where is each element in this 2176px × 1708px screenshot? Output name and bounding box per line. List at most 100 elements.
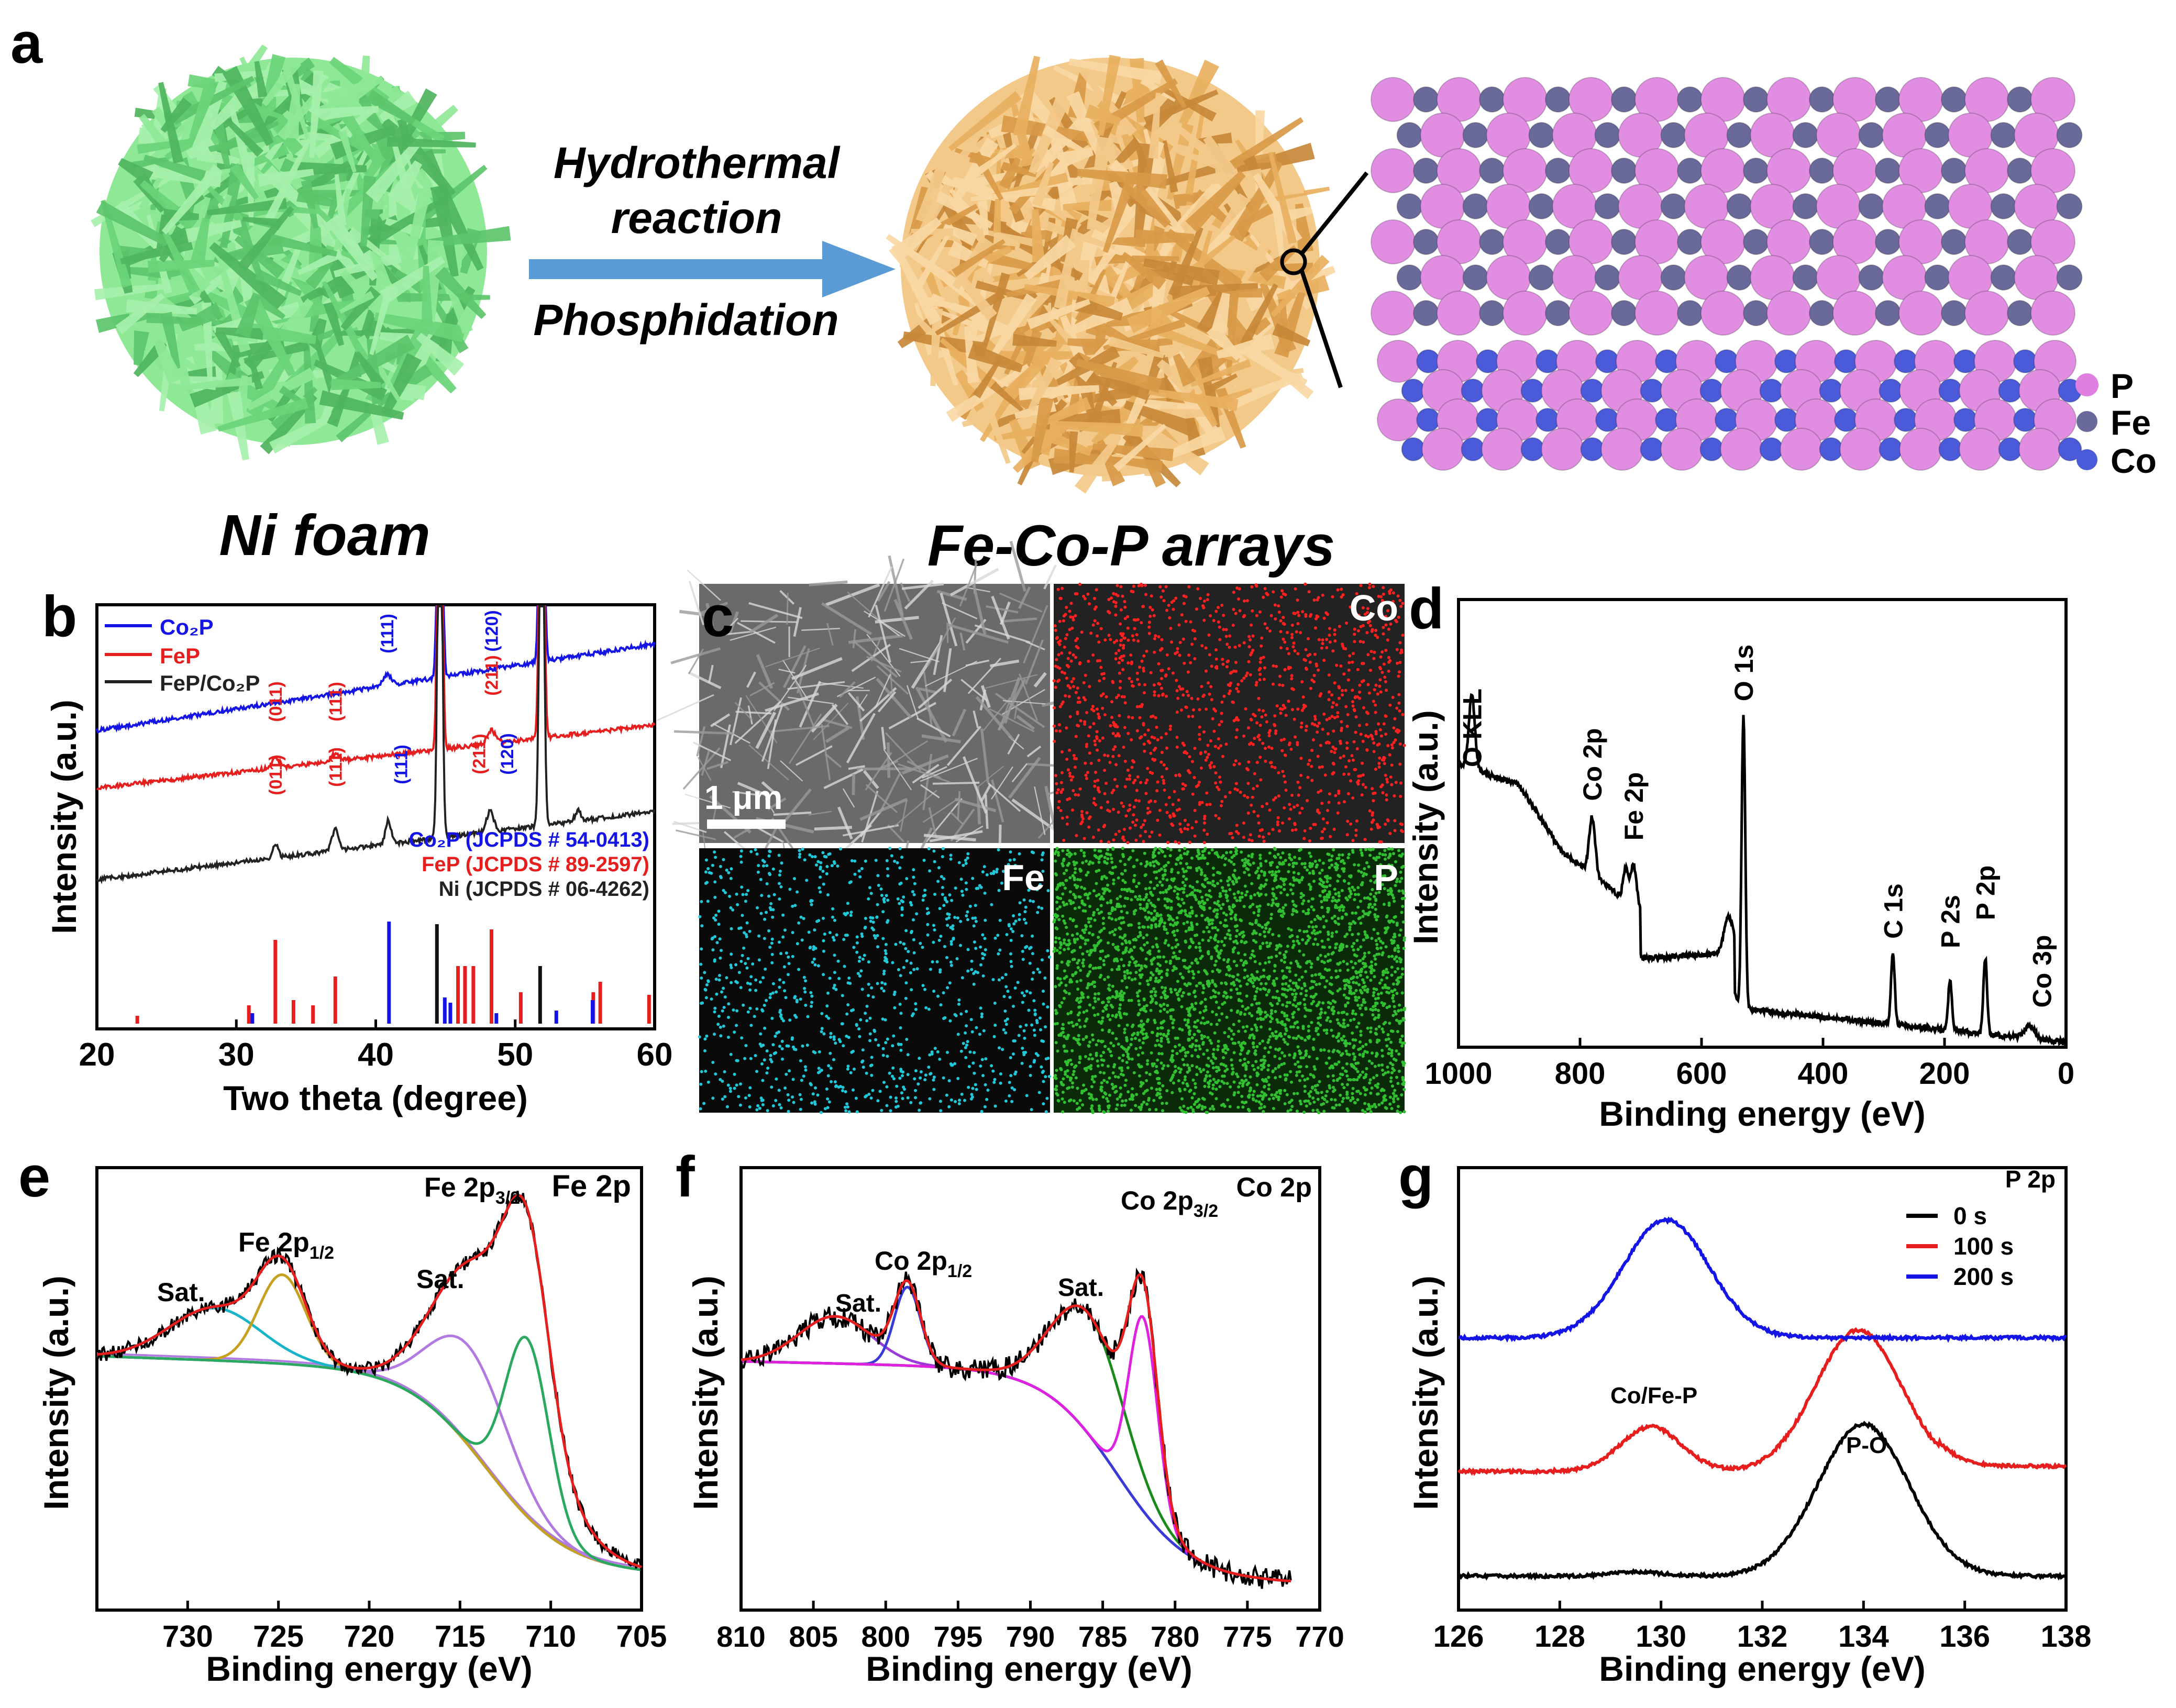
eds-dot — [1115, 1103, 1119, 1107]
eds-dot — [722, 1024, 725, 1028]
eds-dot — [819, 867, 822, 871]
eds-dot — [1238, 762, 1241, 766]
eds-dot — [759, 1096, 763, 1100]
eds-dot — [1283, 1062, 1286, 1066]
eds-dot — [1140, 621, 1143, 625]
eds-dot — [1271, 1032, 1274, 1035]
eds-dot — [1380, 671, 1384, 674]
eds-dot — [1246, 1060, 1250, 1064]
eds-dot — [725, 1105, 729, 1108]
eds-dot — [1283, 640, 1287, 644]
eds-dot — [1131, 1087, 1134, 1091]
eds-dot — [1323, 773, 1327, 777]
eds-dot — [1186, 1106, 1190, 1110]
sem-flake — [928, 807, 938, 839]
eds-dot — [867, 994, 870, 997]
eds-dot — [1310, 779, 1314, 782]
eds-dot — [1006, 990, 1010, 993]
eds-dot — [933, 1047, 937, 1050]
eds-dot — [1002, 1028, 1006, 1032]
eds-dot — [1010, 1086, 1014, 1090]
atom-p — [2018, 428, 2062, 471]
eds-dot — [1235, 978, 1239, 982]
eds-dot — [718, 974, 721, 977]
eds-dot — [850, 859, 854, 862]
eds-dot — [1334, 794, 1338, 797]
eds-dot — [1298, 811, 1302, 815]
eds-dot — [1055, 658, 1058, 661]
eds-dot — [1210, 664, 1213, 668]
eds-dot — [1339, 1024, 1342, 1027]
atom-p — [1377, 398, 1420, 441]
eds-dot — [1202, 828, 1206, 832]
eds-dot — [1200, 1034, 1203, 1037]
eds-dot — [1147, 899, 1151, 902]
eds-dot — [767, 854, 771, 858]
eds-dot — [1283, 737, 1286, 741]
eds-dot — [1345, 1107, 1349, 1111]
eds-dot — [1168, 727, 1172, 731]
flake — [244, 295, 296, 376]
eds-dot — [1280, 589, 1284, 593]
atom-metal — [1834, 408, 1858, 432]
eds-dot — [941, 893, 944, 896]
eds-dot — [954, 1100, 957, 1103]
eds-dot — [1154, 716, 1157, 719]
eds-dot — [1097, 759, 1101, 762]
eds-dot — [799, 1059, 802, 1062]
eds-dot — [942, 904, 946, 907]
flake — [325, 214, 378, 281]
eds-dot — [844, 913, 847, 916]
eds-dot — [1238, 899, 1242, 902]
eds-dot — [1346, 792, 1350, 795]
eds-dot — [899, 1048, 903, 1052]
eds-dot — [768, 996, 772, 1000]
eds-dot — [1388, 831, 1392, 835]
eds-dot — [1128, 826, 1132, 830]
sem-flake — [893, 790, 937, 827]
eds-dot — [1175, 711, 1179, 714]
eds-dot — [1097, 828, 1100, 832]
eds-dot — [1342, 755, 1345, 758]
eds-dot — [716, 1023, 720, 1026]
eds-dot — [1344, 1049, 1348, 1053]
eds-dot — [780, 1017, 783, 1021]
eds-dot — [1086, 592, 1090, 596]
eds-dot — [1390, 1051, 1394, 1055]
eds-dot — [993, 1078, 997, 1081]
eds-dot — [1253, 960, 1257, 963]
eds-dot — [946, 1050, 949, 1054]
eds-dot — [905, 959, 909, 963]
eds-dot — [1143, 733, 1147, 737]
eds-dot — [823, 1107, 827, 1111]
eds-dot — [1340, 595, 1343, 599]
flake — [171, 75, 255, 125]
eds-dot — [864, 925, 867, 929]
eds-dot — [1388, 753, 1391, 757]
flake — [403, 187, 432, 273]
eds-dot — [1180, 975, 1184, 979]
eds-dot — [1167, 887, 1170, 891]
eds-dot — [1234, 736, 1238, 739]
eds-dot — [1110, 700, 1114, 704]
eds-dot — [1020, 934, 1024, 938]
eds-dot — [1135, 633, 1139, 637]
eds-dot — [1274, 731, 1277, 735]
eds-dot — [1232, 1033, 1235, 1036]
eds-dot — [1142, 605, 1145, 608]
eds-dot — [1263, 1059, 1267, 1062]
eds-dot — [1123, 726, 1126, 729]
eds-dot — [1295, 1110, 1299, 1113]
eds-dot — [1121, 835, 1125, 839]
eds-dot — [815, 863, 818, 867]
ni-foam-label: Ni foam — [219, 503, 430, 568]
eds-dot — [1386, 638, 1389, 642]
atom-p — [1660, 428, 1704, 471]
atom-metal — [1699, 437, 1724, 461]
eds-dot — [1277, 611, 1281, 614]
eds-dot — [1162, 779, 1165, 782]
eds-dot — [1336, 588, 1340, 592]
eds-dot — [1146, 1062, 1149, 1066]
sem-flake — [946, 726, 981, 767]
eds-dot — [784, 996, 788, 1000]
